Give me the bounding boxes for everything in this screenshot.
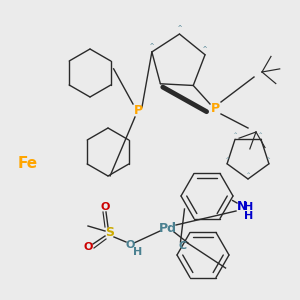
- Text: ^: ^: [246, 172, 250, 177]
- Text: O: O: [100, 202, 110, 212]
- Text: S: S: [106, 226, 115, 238]
- Text: N: N: [237, 200, 247, 214]
- Text: O: O: [125, 240, 135, 250]
- Text: ^: ^: [267, 157, 271, 162]
- Text: ^: ^: [233, 132, 237, 137]
- Text: ^: ^: [203, 46, 207, 52]
- Text: ^: ^: [177, 25, 182, 31]
- Text: Pd: Pd: [159, 221, 177, 235]
- Text: O: O: [83, 242, 93, 252]
- Text: H: H: [134, 247, 142, 257]
- Text: ^: ^: [150, 43, 154, 49]
- Text: ^: ^: [259, 132, 262, 137]
- Text: Fe: Fe: [18, 155, 38, 170]
- Text: P: P: [134, 103, 142, 116]
- Text: ^: ^: [226, 157, 229, 162]
- Text: C: C: [179, 241, 187, 251]
- Text: P: P: [210, 101, 220, 115]
- Text: H: H: [244, 202, 253, 212]
- Text: H: H: [244, 211, 253, 221]
